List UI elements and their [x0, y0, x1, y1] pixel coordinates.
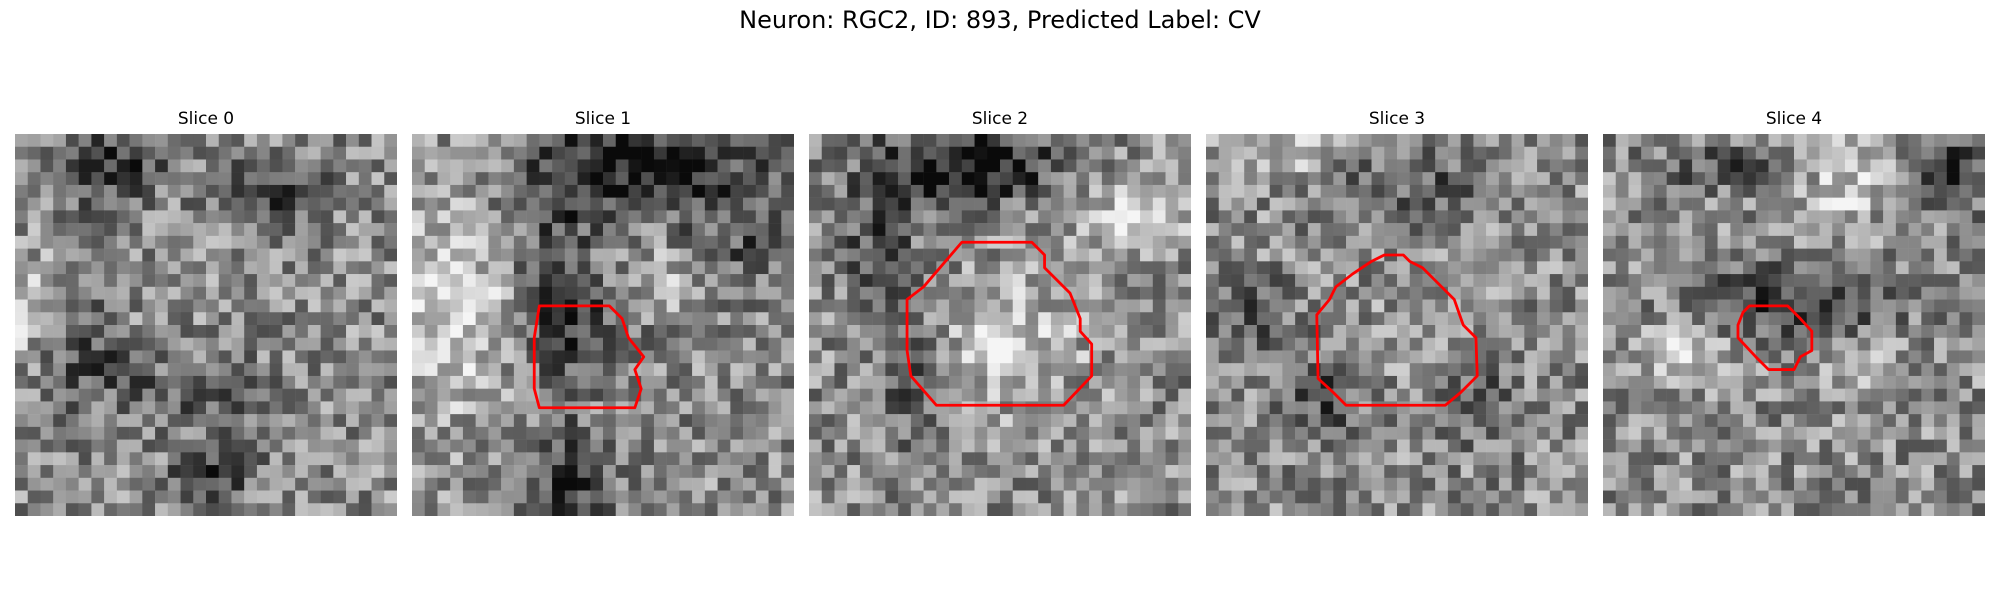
slice-panel-3: Slice 3	[1206, 108, 1588, 516]
slice-panel-0: Slice 0	[15, 108, 397, 516]
cell-contour	[532, 304, 646, 410]
slice-image	[1206, 134, 1588, 516]
slice-title: Slice 1	[574, 109, 632, 129]
slice-panel-1: Slice 1	[412, 108, 794, 516]
cell-contour	[1315, 253, 1479, 407]
slice-title: Slice 3	[1368, 109, 1426, 129]
slice-title: Slice 4	[1765, 109, 1823, 129]
slice-image	[15, 134, 397, 516]
cell-contour	[1736, 304, 1814, 371]
cell-contour	[905, 240, 1094, 407]
slice-panel-2: Slice 2	[809, 108, 1191, 516]
slice-title: Slice 0	[177, 109, 235, 129]
slice-image	[1603, 134, 1985, 516]
slice-title: Slice 2	[971, 109, 1029, 129]
figure-title: Neuron: RGC2, ID: 893, Predicted Label: …	[739, 6, 1261, 34]
slice-image	[809, 134, 1191, 516]
slice-image	[412, 134, 794, 516]
slice-panel-4: Slice 4	[1603, 108, 1985, 516]
